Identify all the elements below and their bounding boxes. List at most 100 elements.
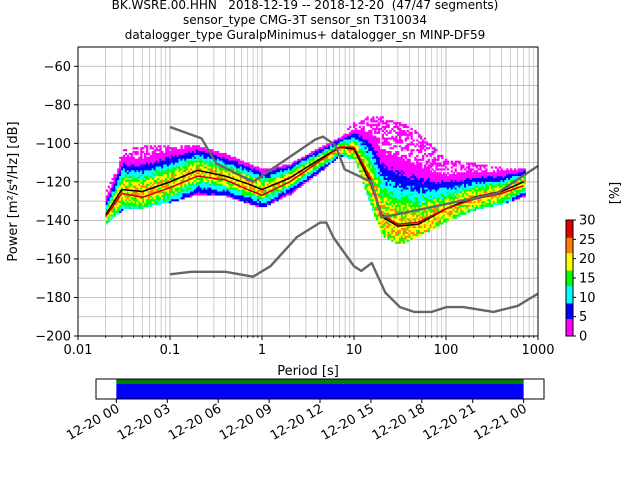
histogram-cell xyxy=(132,168,135,171)
histogram-cell xyxy=(122,178,126,181)
histogram-cell xyxy=(274,189,277,192)
histogram-cell xyxy=(132,158,135,161)
histogram-cell xyxy=(446,212,450,215)
histogram-cell xyxy=(410,204,413,208)
histogram-cell xyxy=(389,235,392,238)
histogram-cell xyxy=(393,158,396,161)
histogram-cell xyxy=(157,160,160,163)
histogram-cell xyxy=(412,164,415,167)
histogram-cell xyxy=(247,185,250,188)
histogram-cell xyxy=(416,174,419,177)
histogram-cell xyxy=(427,210,431,213)
histogram-cell xyxy=(450,216,454,219)
histogram-cell xyxy=(393,152,396,156)
histogram-cell xyxy=(161,197,164,200)
histogram-cell xyxy=(144,166,147,169)
histogram-cell xyxy=(272,189,275,192)
histogram-cell xyxy=(285,174,289,177)
histogram-cell xyxy=(427,143,431,146)
histogram-cell xyxy=(372,127,375,131)
histogram-cell xyxy=(239,160,243,163)
histogram-cell xyxy=(402,187,406,190)
histogram-cell xyxy=(119,179,122,183)
histogram-cell xyxy=(406,125,409,129)
histogram-cell xyxy=(389,203,392,206)
histogram-cell xyxy=(201,162,204,165)
histogram-cell xyxy=(374,179,377,183)
histogram-cell xyxy=(211,191,214,194)
histogram-cell xyxy=(111,185,114,188)
histogram-cell xyxy=(168,191,172,194)
histogram-cell xyxy=(420,164,423,167)
histogram-cell xyxy=(295,168,298,171)
histogram-cell xyxy=(280,178,283,181)
histogram-cell xyxy=(184,147,187,150)
histogram-cell xyxy=(385,160,388,163)
histogram-cell xyxy=(362,162,365,165)
histogram-cell xyxy=(165,185,168,188)
histogram-cell xyxy=(289,183,293,186)
histogram-cell xyxy=(255,199,258,202)
histogram-cell xyxy=(140,185,143,188)
histogram-cell xyxy=(293,162,296,165)
histogram-cell xyxy=(209,168,212,171)
histogram-cell xyxy=(255,183,258,186)
histogram-cell xyxy=(446,191,450,194)
histogram-cell xyxy=(178,185,181,188)
histogram-cell xyxy=(381,135,385,138)
histogram-cell xyxy=(167,197,170,200)
histogram-cell xyxy=(370,187,373,190)
histogram-cell xyxy=(408,233,411,237)
histogram-cell xyxy=(117,170,120,173)
histogram-cell xyxy=(151,187,155,190)
histogram-cell xyxy=(423,152,427,156)
histogram-cell xyxy=(186,185,189,188)
histogram-cell xyxy=(128,162,132,165)
histogram-cell xyxy=(259,172,262,175)
histogram-cell xyxy=(191,193,195,196)
histogram-cell xyxy=(410,181,413,184)
histogram-cell xyxy=(236,170,239,173)
histogram-cell xyxy=(421,212,425,215)
histogram-cell xyxy=(354,129,358,132)
histogram-cell xyxy=(262,168,266,171)
histogram-cell xyxy=(377,139,381,142)
histogram-cell xyxy=(126,176,130,179)
histogram-cell xyxy=(420,231,423,235)
histogram-cell xyxy=(151,152,155,156)
histogram-cell xyxy=(352,139,356,142)
histogram-cell xyxy=(398,239,402,242)
histogram-cell xyxy=(454,176,457,179)
histogram-cell xyxy=(180,152,183,156)
histogram-cell xyxy=(145,160,149,163)
histogram-cell xyxy=(188,152,191,156)
histogram-cell xyxy=(121,185,124,188)
histogram-cell xyxy=(209,160,212,163)
histogram-cell xyxy=(151,156,155,159)
histogram-cell xyxy=(412,206,415,210)
histogram-cell xyxy=(377,127,381,131)
histogram-cell xyxy=(421,168,425,171)
histogram-cell xyxy=(287,189,291,192)
histogram-cell xyxy=(145,201,149,204)
histogram-cell xyxy=(410,168,413,171)
histogram-cell xyxy=(418,187,421,190)
histogram-cell xyxy=(347,139,350,142)
histogram-cell xyxy=(180,170,183,173)
histogram-cell xyxy=(130,176,133,179)
histogram-cell xyxy=(397,230,400,233)
histogram-cell xyxy=(393,237,396,240)
histogram-cell xyxy=(358,168,362,171)
histogram-cell xyxy=(122,201,126,204)
histogram-cell xyxy=(157,178,160,181)
histogram-cell xyxy=(452,176,455,179)
histogram-cell xyxy=(193,154,197,158)
histogram-cell xyxy=(397,152,400,156)
histogram-cell xyxy=(149,201,153,204)
histogram-cell xyxy=(318,151,321,154)
histogram-cell xyxy=(291,183,294,186)
histogram-cell xyxy=(439,201,442,204)
histogram-cell xyxy=(134,152,137,156)
histogram-cell xyxy=(155,176,158,179)
histogram-cell xyxy=(285,168,289,171)
